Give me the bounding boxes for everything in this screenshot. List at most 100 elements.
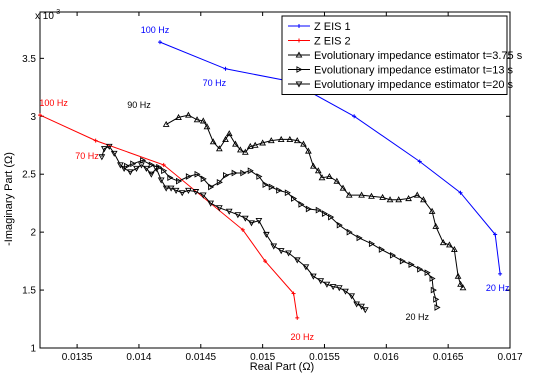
- data-point: [222, 172, 230, 179]
- series: [98, 143, 369, 314]
- data-point: [240, 227, 245, 232]
- y-tick-label: 1.5: [22, 286, 36, 297]
- data-point: [241, 215, 249, 222]
- data-point: [305, 205, 312, 213]
- axes: 0.0135 0.014 0.0145 0.015 0.0155 0.016 0.0165 0…: [22, 11, 523, 363]
- legend: Z EIS 1 Z EIS 2 Evolutionary impedance est…: [281, 15, 523, 95]
- x-tick-label: 0.016: [374, 352, 399, 363]
- x-tick-label: 0.0165: [433, 352, 464, 363]
- data-point: [185, 187, 192, 194]
- data-point: [157, 40, 162, 45]
- data-point: [208, 183, 215, 191]
- data-point: [259, 139, 266, 146]
- data-point: [368, 240, 376, 248]
- y-tick-label: 1: [30, 344, 36, 355]
- data-point: [167, 174, 174, 182]
- series: [124, 156, 441, 311]
- data-point: [417, 159, 422, 164]
- data-point: [172, 187, 180, 194]
- data-point: [167, 185, 175, 192]
- legend-entry: Z EIS 1: [288, 21, 351, 33]
- data-point: [408, 261, 415, 268]
- data-point: [223, 66, 228, 71]
- data-point: [493, 232, 498, 237]
- data-point: [295, 315, 300, 320]
- data-point: [286, 135, 294, 142]
- annotation-label: 20 Hz: [290, 332, 314, 342]
- data-point: [413, 191, 421, 198]
- legend-entry: Evolutionary impedance estimator t=3.75 …: [288, 50, 523, 62]
- x-tick-label: 0.0135: [62, 352, 93, 363]
- data-point: [209, 138, 217, 145]
- data-point: [498, 271, 503, 276]
- data-point: [285, 250, 292, 257]
- data-point: [428, 207, 436, 214]
- data-point: [161, 167, 168, 175]
- data-point: [268, 183, 275, 191]
- data-point: [162, 120, 170, 127]
- y-tick-label: 2.5: [22, 170, 36, 181]
- data-point: [105, 143, 113, 150]
- data-point: [267, 137, 275, 144]
- data-point: [395, 196, 403, 203]
- data-point: [298, 200, 305, 208]
- data-point: [450, 245, 458, 253]
- x-axis-label: Real Part (Ω): [250, 361, 314, 373]
- data-point: [321, 210, 329, 217]
- data-point: [225, 208, 233, 215]
- data-point: [175, 177, 183, 185]
- data-point: [300, 140, 307, 147]
- data-point: [110, 150, 118, 157]
- data-point: [368, 192, 375, 199]
- plot-series: [38, 40, 503, 320]
- data-point: [185, 173, 192, 180]
- series: [157, 40, 503, 276]
- data-point: [356, 234, 363, 242]
- data-point: [318, 174, 326, 181]
- data-point: [255, 218, 263, 225]
- annotation-label: 100 Hz: [39, 98, 68, 108]
- data-point: [345, 191, 353, 198]
- plot-frame: [39, 11, 511, 349]
- annotation-label: 70 Hz: [203, 78, 227, 88]
- annotation-label: 20 Hz: [405, 312, 429, 322]
- data-point: [175, 113, 182, 120]
- data-point: [317, 278, 325, 285]
- x-tick-label: 0.017: [497, 352, 522, 363]
- data-point: [234, 212, 242, 219]
- data-point: [203, 123, 211, 130]
- data-point: [309, 273, 317, 280]
- data-point: [262, 231, 270, 238]
- data-point: [270, 243, 278, 250]
- data-point: [353, 301, 360, 308]
- data-point: [126, 169, 134, 176]
- data-point: [98, 154, 106, 161]
- x-tick-label: 0.015: [250, 352, 275, 363]
- data-point: [263, 259, 268, 264]
- data-point: [140, 156, 147, 164]
- data-point: [162, 185, 170, 192]
- annotation-label: 20 Hz: [486, 283, 510, 293]
- data-point: [207, 200, 215, 207]
- data-point: [133, 165, 140, 172]
- data-point: [200, 175, 207, 183]
- data-point: [277, 248, 285, 255]
- data-point: [157, 177, 165, 184]
- y-tick-label: 3.5: [22, 54, 36, 65]
- data-point: [446, 241, 453, 248]
- data-point: [138, 162, 145, 169]
- data-point: [454, 272, 462, 279]
- data-point: [378, 246, 385, 253]
- data-point: [251, 141, 259, 148]
- data-point: [185, 111, 192, 118]
- data-point: [434, 304, 441, 311]
- data-point: [225, 130, 233, 137]
- data-point: [346, 228, 353, 236]
- data-point: [458, 190, 463, 195]
- data-point: [291, 291, 296, 296]
- data-point: [199, 117, 207, 124]
- data-point: [193, 116, 201, 123]
- legend-entry: Evolutionary impedance estimator t=20 s: [288, 79, 514, 91]
- data-point: [295, 51, 303, 58]
- legend-label: Evolutionary impedance estimator t=20 s: [314, 79, 514, 91]
